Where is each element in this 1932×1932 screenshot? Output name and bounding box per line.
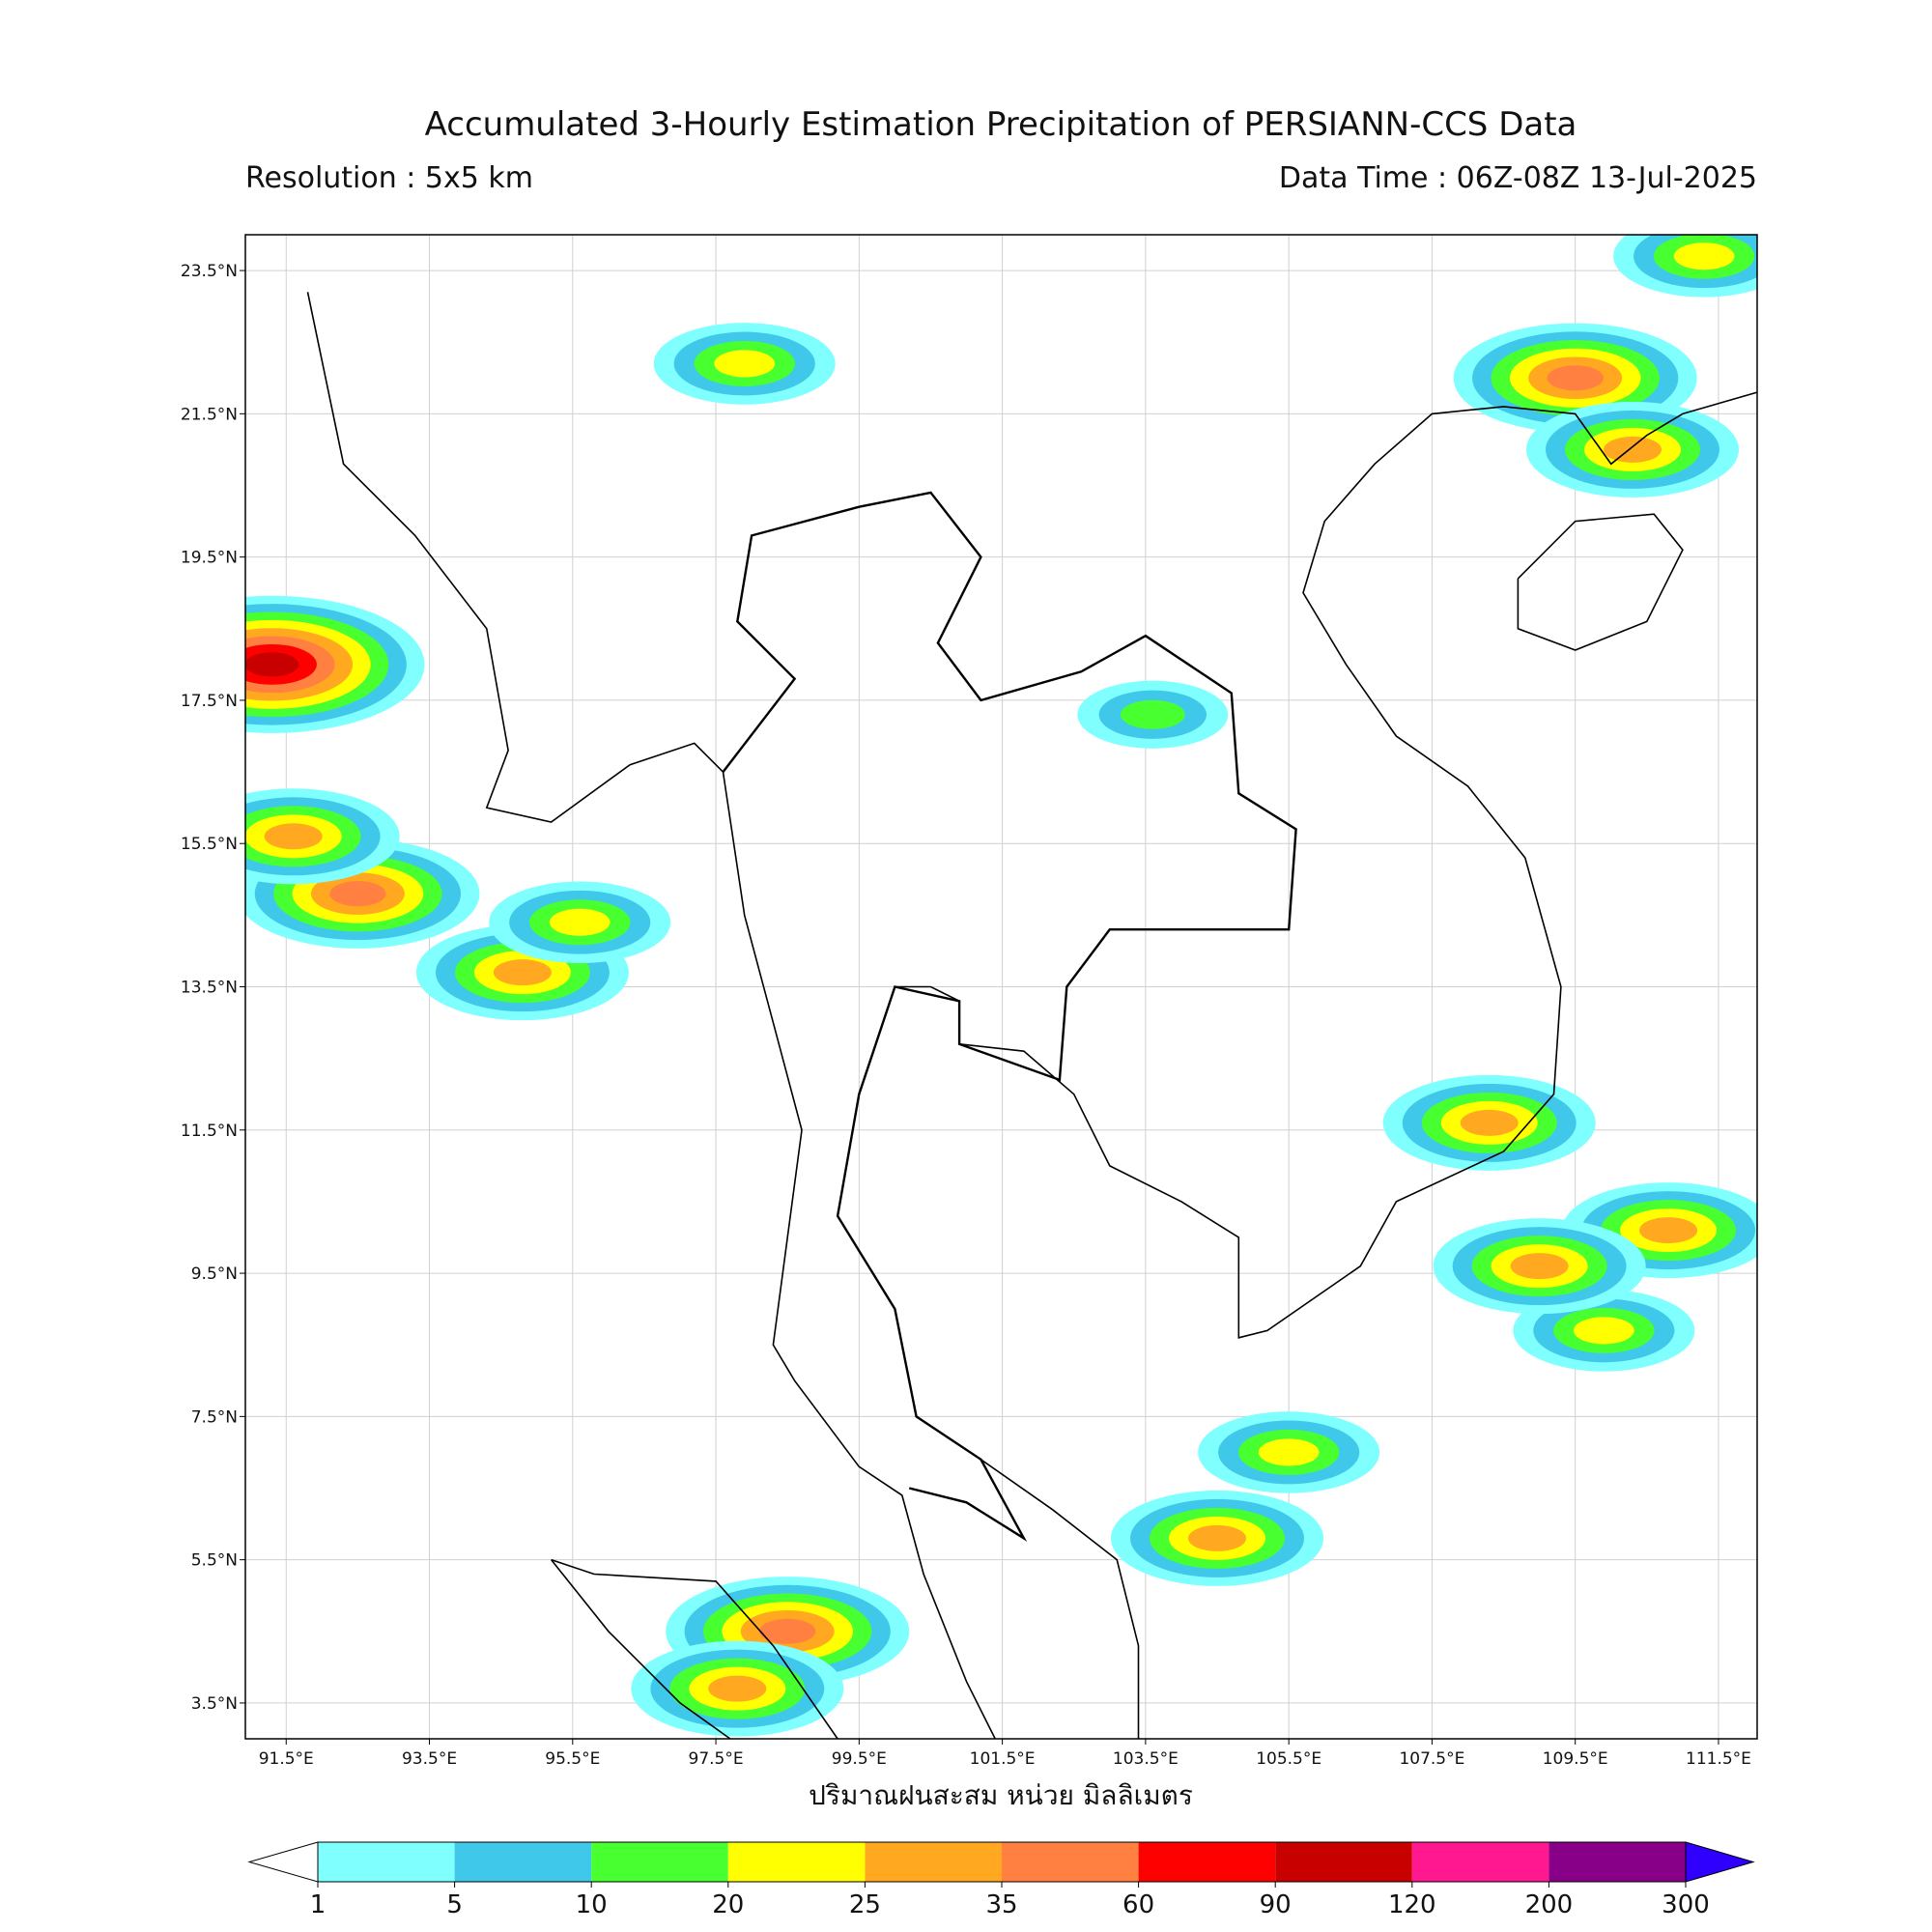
rain-cell xyxy=(1111,1490,1324,1586)
colorbar-box xyxy=(1002,1842,1139,1882)
rain-cell xyxy=(1613,235,1757,298)
rain-cell xyxy=(1526,401,1740,497)
lat-tick-label: 7.5°N xyxy=(191,1407,238,1427)
rain-contour xyxy=(549,908,611,936)
colorbar-label: 120 xyxy=(1388,1890,1436,1919)
rain-cell xyxy=(245,788,400,885)
rain-contour xyxy=(493,959,552,986)
colorbar-box xyxy=(727,1842,866,1882)
lon-tick-label: 95.5°E xyxy=(545,1749,600,1769)
colorbar-label: 25 xyxy=(849,1890,881,1919)
lon-tick-label: 111.5°E xyxy=(1686,1749,1751,1769)
rain-cell xyxy=(1382,1074,1596,1171)
rain-cell xyxy=(631,1640,844,1737)
grid: 91.5°E 93.5°E 95.5°E 97.5°E 99.5°E 101.5°E 103… xyxy=(181,235,1757,1769)
rain-contour xyxy=(759,1618,816,1644)
lat-tick-label: 19.5°N xyxy=(181,549,238,568)
rain-contour xyxy=(1574,1317,1634,1345)
map-frame xyxy=(244,234,1758,1740)
rain-contour xyxy=(1604,436,1662,463)
rain-contour xyxy=(264,823,323,850)
lat-tick-label: 23.5°N xyxy=(181,262,238,281)
colorbar-label: 10 xyxy=(576,1890,608,1919)
rain-cell xyxy=(1433,1218,1646,1315)
colorbar-box xyxy=(1138,1842,1276,1882)
colorbar-box xyxy=(1411,1842,1549,1882)
colorbar-label: 60 xyxy=(1122,1890,1154,1919)
colorbar-label: 200 xyxy=(1525,1890,1574,1919)
rain-cell xyxy=(653,323,836,405)
coastlines xyxy=(306,292,1758,1740)
colorbar-label: 35 xyxy=(985,1890,1017,1919)
lon-tick-label: 109.5°E xyxy=(1543,1749,1608,1769)
rain-contour xyxy=(329,881,386,907)
rain-contour xyxy=(1510,1253,1569,1280)
rain-contour xyxy=(714,350,776,378)
lat-tick-label: 11.5°N xyxy=(181,1122,238,1141)
lon-tick-label: 107.5°E xyxy=(1399,1749,1464,1769)
coastline xyxy=(306,292,996,1740)
colorbar-box xyxy=(1548,1842,1686,1882)
colorbar-box xyxy=(1275,1842,1412,1882)
rain-cell xyxy=(489,881,671,964)
colorbar-box xyxy=(865,1842,1002,1882)
lon-tick-label: 91.5°E xyxy=(259,1749,314,1769)
lon-tick-label: 99.5°E xyxy=(832,1749,887,1769)
resolution: Resolution : 5x5 km xyxy=(245,161,533,195)
colorbar-box xyxy=(454,1842,592,1882)
lat-tick-label: 17.5°N xyxy=(181,692,238,711)
rain-contour xyxy=(1258,1438,1320,1466)
lat-tick-label: 15.5°N xyxy=(181,835,238,854)
lat-tick-label: 9.5°N xyxy=(191,1264,238,1284)
rain-layer xyxy=(245,235,1757,1737)
rain-contour xyxy=(1673,242,1735,270)
data-time: Data Time : 06Z-08Z 13-Jul-2025 xyxy=(1279,161,1757,195)
lon-tick-label: 101.5°E xyxy=(970,1749,1036,1769)
lat-tick-label: 13.5°N xyxy=(181,979,238,998)
lat-tick-label: 21.5°N xyxy=(181,405,238,424)
title: Accumulated 3-Hourly Estimation Precipit… xyxy=(425,105,1577,144)
colorbar-label: 90 xyxy=(1260,1890,1292,1919)
rain-contour xyxy=(1460,1109,1519,1136)
lon-tick-label: 103.5°E xyxy=(1113,1749,1179,1769)
lat-tick-label: 3.5°N xyxy=(191,1694,238,1714)
lon-tick-label: 97.5°E xyxy=(689,1749,744,1769)
coastline xyxy=(551,1558,838,1740)
colorbar-label: 1 xyxy=(310,1890,327,1919)
rain-cell xyxy=(1198,1411,1380,1493)
lon-tick-label: 105.5°E xyxy=(1256,1749,1321,1769)
thailand-border xyxy=(722,491,1297,1542)
colorbar-label: 300 xyxy=(1662,1890,1710,1919)
rain-cell xyxy=(245,595,425,733)
colorbar-box xyxy=(591,1842,728,1882)
colorbar-label: 5 xyxy=(446,1890,463,1919)
rain-cell xyxy=(1453,323,1697,433)
rain-cell xyxy=(1077,680,1229,749)
colorbar-label: 20 xyxy=(712,1890,744,1919)
rain-contour xyxy=(1547,365,1604,391)
x-label: ปริมาณฝนสะสม หน่วย มิลลิเมตร xyxy=(809,1779,1193,1811)
colorbar-over xyxy=(1685,1841,1755,1883)
lon-tick-label: 93.5°E xyxy=(402,1749,457,1769)
coastline xyxy=(550,1559,731,1740)
colorbar-box xyxy=(318,1842,455,1882)
rain-contour xyxy=(245,652,299,677)
rain-contour xyxy=(1188,1524,1247,1551)
rain-contour xyxy=(1120,699,1185,729)
colorbar-under xyxy=(247,1841,319,1883)
rain-contour xyxy=(1639,1217,1698,1244)
colorbar: 1 5 10 20 25 35 60 90 120 200 300 xyxy=(247,1841,1755,1919)
lat-tick-label: 5.5°N xyxy=(191,1551,238,1571)
rain-contour xyxy=(708,1675,767,1702)
coastline xyxy=(1517,513,1684,651)
